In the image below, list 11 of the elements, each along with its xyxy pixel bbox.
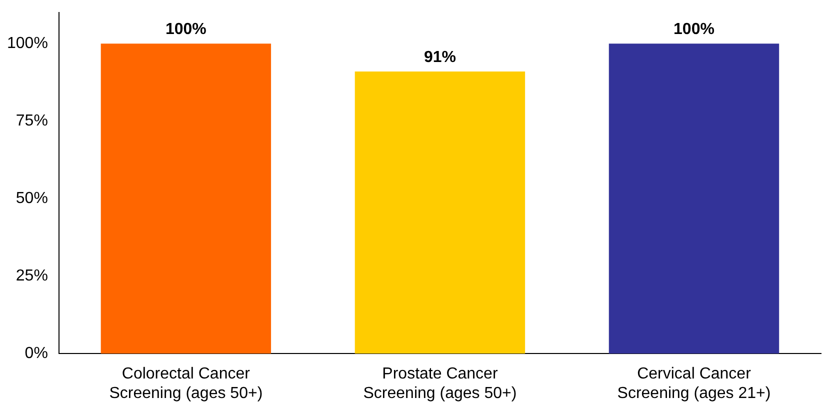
- data-label: 100%: [674, 21, 714, 38]
- y-tick-label: 75%: [16, 112, 48, 130]
- y-tick-label: 50%: [16, 190, 48, 208]
- x-tick-label: Colorectal Cancer Screening (ages 50+): [109, 366, 263, 402]
- x-tick-label: Cervical Cancer Screening (ages 21+): [617, 366, 771, 402]
- y-tick-label: 25%: [16, 268, 48, 285]
- y-tick-label: 100%: [7, 35, 48, 52]
- data-label: 100%: [165, 21, 206, 38]
- data-label: 91%: [424, 48, 456, 66]
- x-tick-label: Prostate Cancer Screening (ages 50+): [363, 366, 517, 402]
- y-tick-label: 0%: [24, 345, 48, 362]
